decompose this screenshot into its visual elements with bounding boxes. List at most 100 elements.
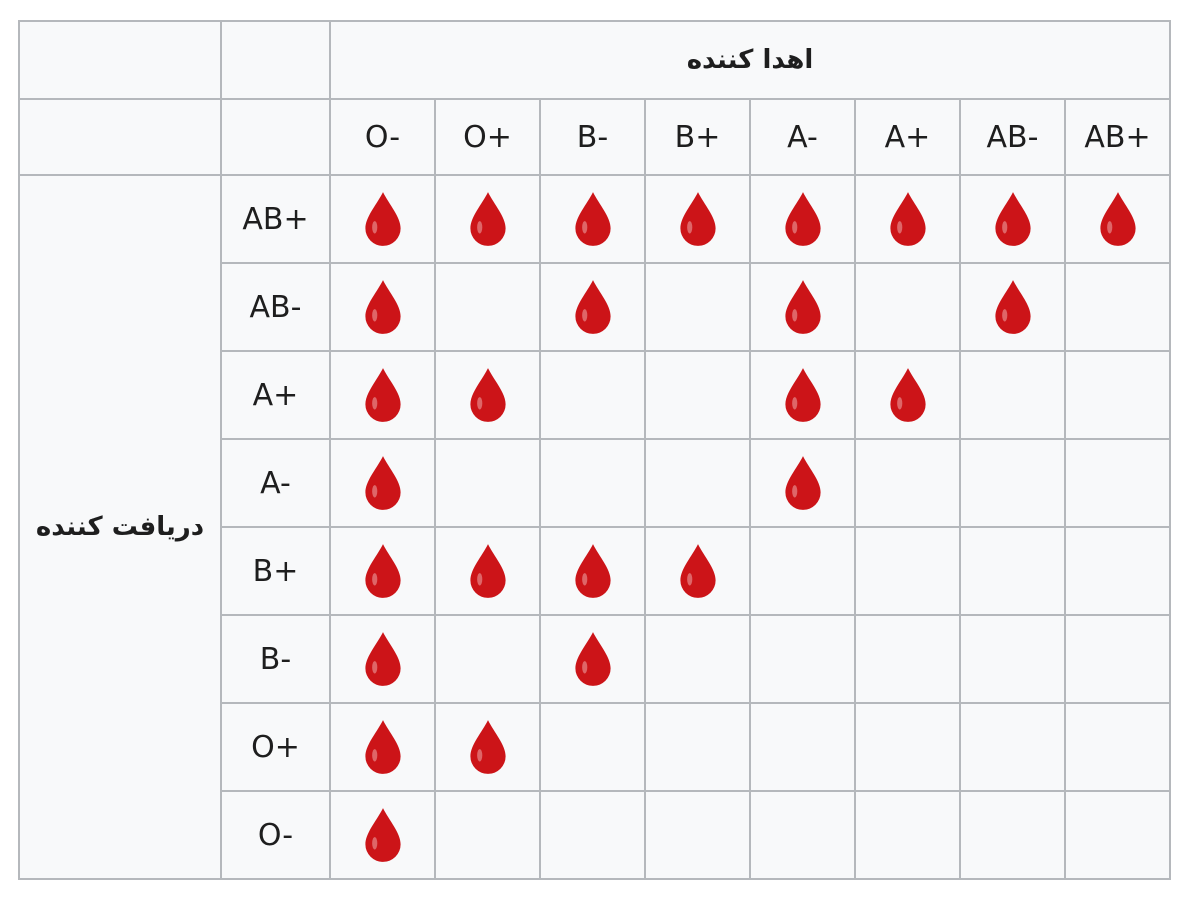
compatibility-cell	[646, 264, 751, 352]
compatibility-cell	[331, 704, 436, 792]
blood-drop-icon	[364, 808, 401, 862]
compatibility-cell	[961, 616, 1066, 704]
row-header: B+	[222, 528, 331, 616]
compatibility-cell	[856, 616, 961, 704]
compatibility-cell	[646, 616, 751, 704]
compatibility-cell	[541, 792, 646, 880]
compatibility-cell	[751, 704, 856, 792]
blood-drop-icon	[784, 192, 821, 246]
compatibility-cell	[541, 264, 646, 352]
column-header: B-	[541, 100, 646, 176]
blood-drop-icon	[364, 632, 401, 686]
row-header: O-	[222, 792, 331, 880]
compatibility-cell	[961, 704, 1066, 792]
compatibility-cell	[331, 352, 436, 440]
blood-compatibility-table: اهدا کننده O- O+ B- B+ A- A+ AB- AB+ دری…	[18, 20, 1171, 880]
column-header: O-	[331, 100, 436, 176]
compatibility-cell	[961, 528, 1066, 616]
blood-drop-icon	[574, 544, 611, 598]
corner-cell	[222, 22, 331, 100]
compatibility-cell	[856, 704, 961, 792]
compatibility-cell	[856, 264, 961, 352]
recipient-header: دریافت کننده	[20, 176, 222, 880]
corner-cell	[20, 100, 222, 176]
column-header: O+	[436, 100, 541, 176]
compatibility-cell	[436, 704, 541, 792]
blood-drop-icon	[469, 544, 506, 598]
blood-drop-icon	[1099, 192, 1136, 246]
compatibility-cell	[1066, 616, 1171, 704]
compatibility-cell	[331, 176, 436, 264]
compatibility-cell	[436, 176, 541, 264]
compatibility-cell	[646, 528, 751, 616]
blood-drop-icon	[574, 280, 611, 334]
compatibility-cell	[331, 616, 436, 704]
blood-drop-icon	[574, 192, 611, 246]
row-header: A+	[222, 352, 331, 440]
compatibility-cell	[1066, 352, 1171, 440]
compatibility-cell	[961, 792, 1066, 880]
compatibility-cell	[436, 440, 541, 528]
compatibility-cell	[331, 440, 436, 528]
column-header: AB+	[1066, 100, 1171, 176]
compatibility-cell	[646, 440, 751, 528]
blood-drop-icon	[364, 456, 401, 510]
blood-drop-icon	[364, 368, 401, 422]
compatibility-cell	[856, 792, 961, 880]
compatibility-cell	[856, 528, 961, 616]
column-header: A-	[751, 100, 856, 176]
blood-drop-icon	[364, 544, 401, 598]
blood-drop-icon	[679, 544, 716, 598]
blood-drop-icon	[784, 280, 821, 334]
row-header: O+	[222, 704, 331, 792]
compatibility-cell	[541, 352, 646, 440]
blood-drop-icon	[889, 368, 926, 422]
compatibility-cell	[331, 792, 436, 880]
blood-drop-icon	[994, 280, 1031, 334]
compatibility-cell	[1066, 792, 1171, 880]
row-header: B-	[222, 616, 331, 704]
compatibility-cell	[436, 792, 541, 880]
compatibility-cell	[541, 176, 646, 264]
corner-cell	[222, 100, 331, 176]
compatibility-cell	[541, 440, 646, 528]
compatibility-cell	[961, 440, 1066, 528]
compatibility-cell	[751, 352, 856, 440]
compatibility-cell	[331, 264, 436, 352]
compatibility-cell	[856, 176, 961, 264]
compatibility-cell	[646, 176, 751, 264]
compatibility-cell	[751, 792, 856, 880]
corner-cell	[20, 22, 222, 100]
compatibility-cell	[961, 264, 1066, 352]
row-header: AB-	[222, 264, 331, 352]
column-header: A+	[856, 100, 961, 176]
compatibility-cell	[751, 264, 856, 352]
column-header: AB-	[961, 100, 1066, 176]
compatibility-cell	[331, 528, 436, 616]
compatibility-cell	[646, 704, 751, 792]
row-header: A-	[222, 440, 331, 528]
compatibility-cell	[751, 440, 856, 528]
compatibility-cell	[856, 440, 961, 528]
row-header: AB+	[222, 176, 331, 264]
compatibility-cell	[541, 528, 646, 616]
blood-drop-icon	[364, 280, 401, 334]
compatibility-cell	[436, 528, 541, 616]
donor-header: اهدا کننده	[331, 22, 1171, 100]
compatibility-cell	[436, 264, 541, 352]
compatibility-cell	[751, 176, 856, 264]
blood-drop-icon	[469, 368, 506, 422]
compatibility-cell	[751, 528, 856, 616]
column-header: B+	[646, 100, 751, 176]
blood-drop-icon	[364, 720, 401, 774]
compatibility-cell	[961, 176, 1066, 264]
compatibility-cell	[436, 352, 541, 440]
compatibility-cell	[436, 616, 541, 704]
blood-drop-icon	[679, 192, 716, 246]
blood-drop-icon	[784, 368, 821, 422]
compatibility-cell	[1066, 440, 1171, 528]
blood-drop-icon	[889, 192, 926, 246]
compatibility-cell	[1066, 176, 1171, 264]
blood-drop-icon	[784, 456, 821, 510]
blood-drop-icon	[994, 192, 1031, 246]
